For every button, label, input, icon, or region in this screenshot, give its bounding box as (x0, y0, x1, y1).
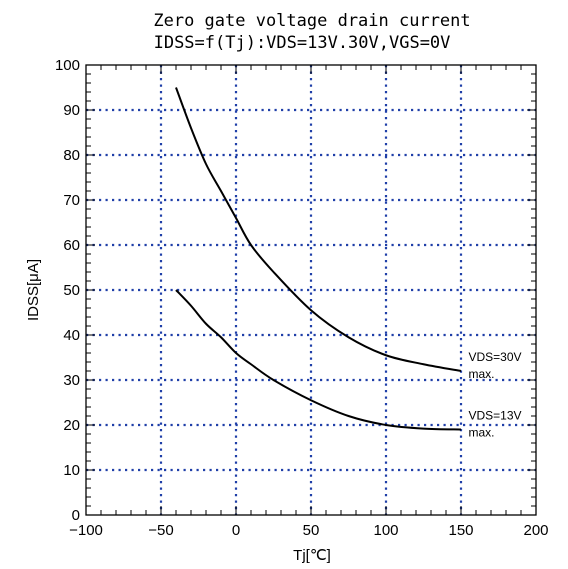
series-layer (175, 87, 462, 431)
x-tick-label: −100 (69, 522, 103, 539)
x-tick-label: 200 (523, 522, 548, 539)
y-tick-label: 80 (63, 147, 80, 164)
annotation-vds-13v: max. (469, 426, 495, 440)
chart-title: Zero gate voltage drain current (153, 11, 470, 31)
y-tick-labels: 0 10 20 30 40 50 60 70 80 90 100 (55, 57, 80, 524)
x-axis-label: Tj[℃] (293, 547, 331, 564)
y-tick-label: 60 (63, 237, 80, 254)
x-tick-label: 150 (448, 522, 473, 539)
x-tick-label: −50 (148, 522, 173, 539)
axis-ticks (85, 64, 537, 516)
series-line-vds-13v (175, 289, 462, 431)
series-line-vds-30v (175, 87, 462, 372)
plot-frame (85, 64, 537, 516)
chart-subtitle: IDSS=f(Tj):VDS=13V.30V,VGS=0V (154, 33, 451, 53)
y-tick-label: 40 (63, 327, 80, 344)
grid-lines (86, 65, 536, 515)
x-tick-label: 0 (232, 522, 240, 539)
y-tick-label: 10 (63, 462, 80, 479)
annotation-vds-30v: VDS=30V (469, 350, 522, 364)
y-tick-label: 70 (63, 192, 80, 209)
annotation-vds-13v: VDS=13V (469, 409, 522, 423)
y-tick-label: 50 (63, 282, 80, 299)
y-tick-label: 20 (63, 417, 80, 434)
x-tick-label: 50 (303, 522, 320, 539)
series-annotations: VDS=30V max. VDS=13V max. (469, 350, 522, 440)
y-tick-label: 90 (63, 102, 80, 119)
y-tick-label: 100 (55, 57, 80, 74)
y-tick-label: 30 (63, 372, 80, 389)
annotation-vds-30v: max. (469, 367, 495, 381)
x-tick-label: 100 (373, 522, 398, 539)
y-tick-label: 0 (72, 507, 80, 524)
x-tick-labels: −100 −50 0 50 100 150 200 (69, 522, 548, 539)
y-axis-label: IDSS[μA] (25, 259, 42, 321)
